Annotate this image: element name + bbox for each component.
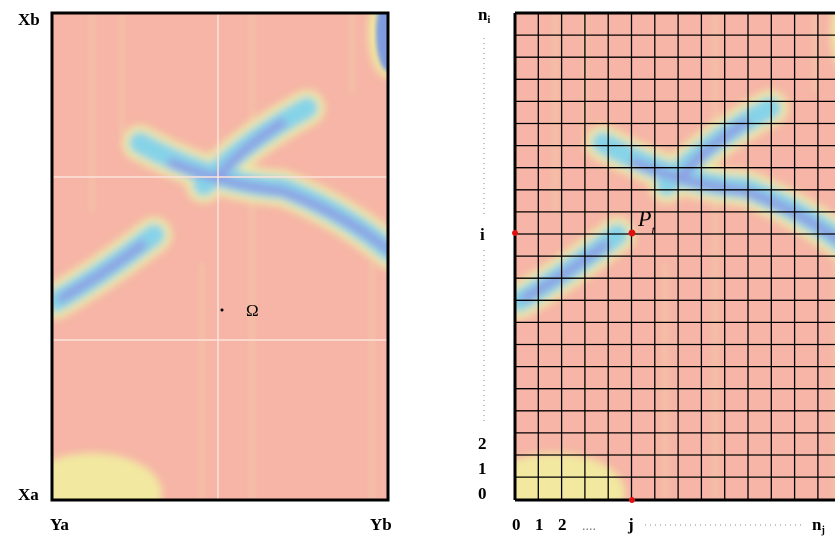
label: Xa	[18, 485, 39, 504]
label: 0	[512, 515, 521, 534]
center-dot	[221, 309, 224, 312]
marker	[629, 230, 636, 237]
marker	[629, 497, 635, 503]
marker	[512, 230, 518, 236]
label: 2	[558, 515, 567, 534]
right-panel: ni i 2 1 0 0 1 2 .... j nj Pt	[478, 0, 835, 536]
label: Yb	[370, 515, 392, 534]
label: j	[627, 515, 634, 534]
label: i	[480, 225, 485, 244]
label: nj	[812, 515, 825, 536]
label: Xb	[18, 10, 40, 29]
label: 0	[478, 484, 487, 503]
region-label: Ω	[246, 301, 259, 320]
label: 1	[535, 515, 544, 534]
left-panel: Xb Xa Ya Yb Ω	[18, 0, 408, 534]
label: 2	[478, 434, 487, 453]
label: Ya	[50, 515, 69, 534]
field-image	[22, 0, 408, 533]
label: 1	[478, 459, 487, 478]
figure: Xb Xa Ya Yb Ω ni i 2 1 0 0 1 2 .... j nj…	[0, 0, 835, 543]
label: ....	[582, 519, 596, 534]
label: ni	[478, 5, 490, 26]
